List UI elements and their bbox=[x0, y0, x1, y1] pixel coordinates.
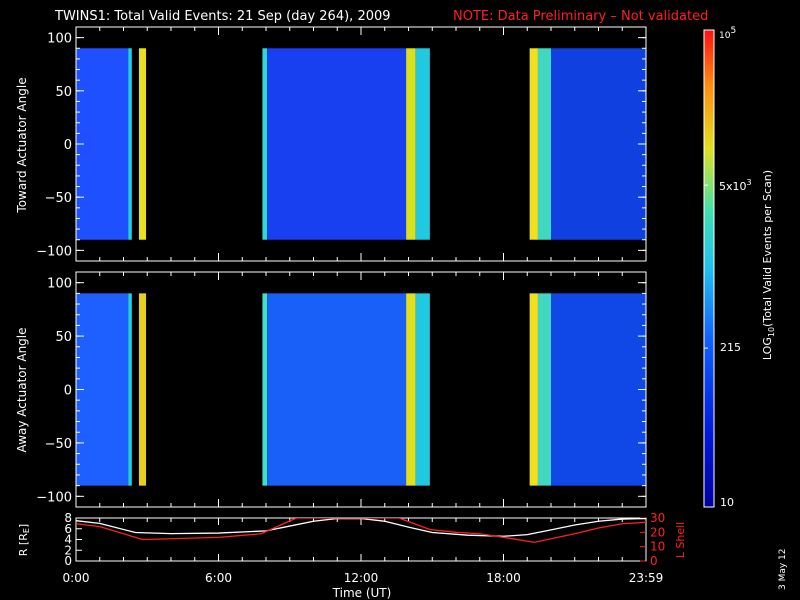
away-heatmap-panel: −100 −50 0 50 100 bbox=[36, 271, 647, 508]
x-tick-label: 6:00 bbox=[205, 571, 232, 585]
heatmap-block bbox=[128, 48, 132, 240]
left-y-tick-label: 8 bbox=[64, 511, 72, 525]
away-ylabel: Away Actuator Angle bbox=[15, 327, 29, 452]
radius-series-line bbox=[76, 518, 646, 537]
heatmap-block bbox=[76, 293, 129, 486]
heatmap-block bbox=[267, 293, 407, 486]
heatmap-block bbox=[138, 48, 147, 240]
x-tick-label: 23:59 bbox=[629, 571, 664, 585]
left-y-tick-label: 4 bbox=[64, 533, 72, 547]
heatmap-block bbox=[537, 293, 551, 486]
heatmap-block bbox=[529, 48, 538, 240]
heatmap-block bbox=[267, 48, 407, 240]
orbit-ylabel-left: R [RE] bbox=[17, 524, 31, 556]
y-tick-label: 0 bbox=[64, 138, 72, 153]
colorbar-ylabel: LOG10(Total Valid Events per Scan) bbox=[761, 170, 776, 360]
orbit-ylabel-right: L Shell bbox=[674, 522, 687, 558]
toward-ylabel: Toward Actuator Angle bbox=[15, 77, 29, 213]
colorbar-label-215: 215 bbox=[720, 341, 741, 354]
colorbar-label-10: 10 bbox=[720, 496, 734, 509]
right-y-tick-label: 30 bbox=[650, 511, 665, 525]
lshell-series-line bbox=[76, 518, 646, 544]
heatmap-block bbox=[262, 293, 268, 486]
heatmap-block bbox=[415, 293, 430, 486]
right-y-tick-label: 10 bbox=[650, 540, 665, 554]
heatmap-block bbox=[262, 48, 268, 240]
heatmap-block bbox=[406, 48, 416, 240]
heatmap-block bbox=[128, 293, 132, 486]
colorbar-label-5k: 5x103 bbox=[719, 178, 752, 193]
y-tick-label: 100 bbox=[47, 277, 72, 292]
heatmap-block bbox=[529, 293, 538, 486]
heatmap-block bbox=[551, 48, 646, 240]
right-y-tick-label: 0 bbox=[650, 554, 658, 568]
y-tick-label: 100 bbox=[47, 32, 72, 47]
y-tick-label: −50 bbox=[45, 191, 72, 206]
y-tick-label: 50 bbox=[55, 85, 72, 100]
y-tick-label: 50 bbox=[55, 330, 72, 345]
x-tick-label: 0:00 bbox=[63, 571, 90, 585]
y-tick-label: −100 bbox=[36, 244, 72, 259]
heatmap-block bbox=[415, 48, 430, 240]
heatmap-block bbox=[551, 293, 646, 486]
heatmap-block bbox=[537, 48, 551, 240]
left-y-tick-label: 6 bbox=[64, 522, 72, 536]
colorbar: 105 5x103 215 10 LOG10(Total Valid Event… bbox=[703, 26, 776, 509]
heatmap-block bbox=[76, 48, 129, 240]
time-xlabel: Time (UT) bbox=[332, 586, 392, 600]
y-tick-label: −100 bbox=[36, 490, 72, 505]
x-tick-label: 18:00 bbox=[486, 571, 521, 585]
x-tick-label: 12:00 bbox=[344, 571, 379, 585]
left-y-tick-label: 2 bbox=[64, 543, 72, 557]
left-y-tick-label: 0 bbox=[64, 554, 72, 568]
y-tick-label: 0 bbox=[64, 384, 72, 399]
colorbar-label-1e5: 105 bbox=[719, 26, 736, 41]
heatmap-block bbox=[138, 293, 147, 486]
right-y-tick-label: 20 bbox=[650, 525, 665, 539]
figure-title: TWINS1: Total Valid Events: 21 Sep (day … bbox=[54, 9, 391, 24]
toward-heatmap-panel: −100 −50 0 50 100 bbox=[36, 26, 647, 262]
date-stamp: 3 May 12 bbox=[778, 548, 788, 590]
y-tick-label: −50 bbox=[45, 437, 72, 452]
colorbar-gradient bbox=[703, 29, 715, 508]
preliminary-note: NOTE: Data Preliminary – Not validated bbox=[453, 9, 708, 24]
heatmap-block bbox=[406, 293, 416, 486]
